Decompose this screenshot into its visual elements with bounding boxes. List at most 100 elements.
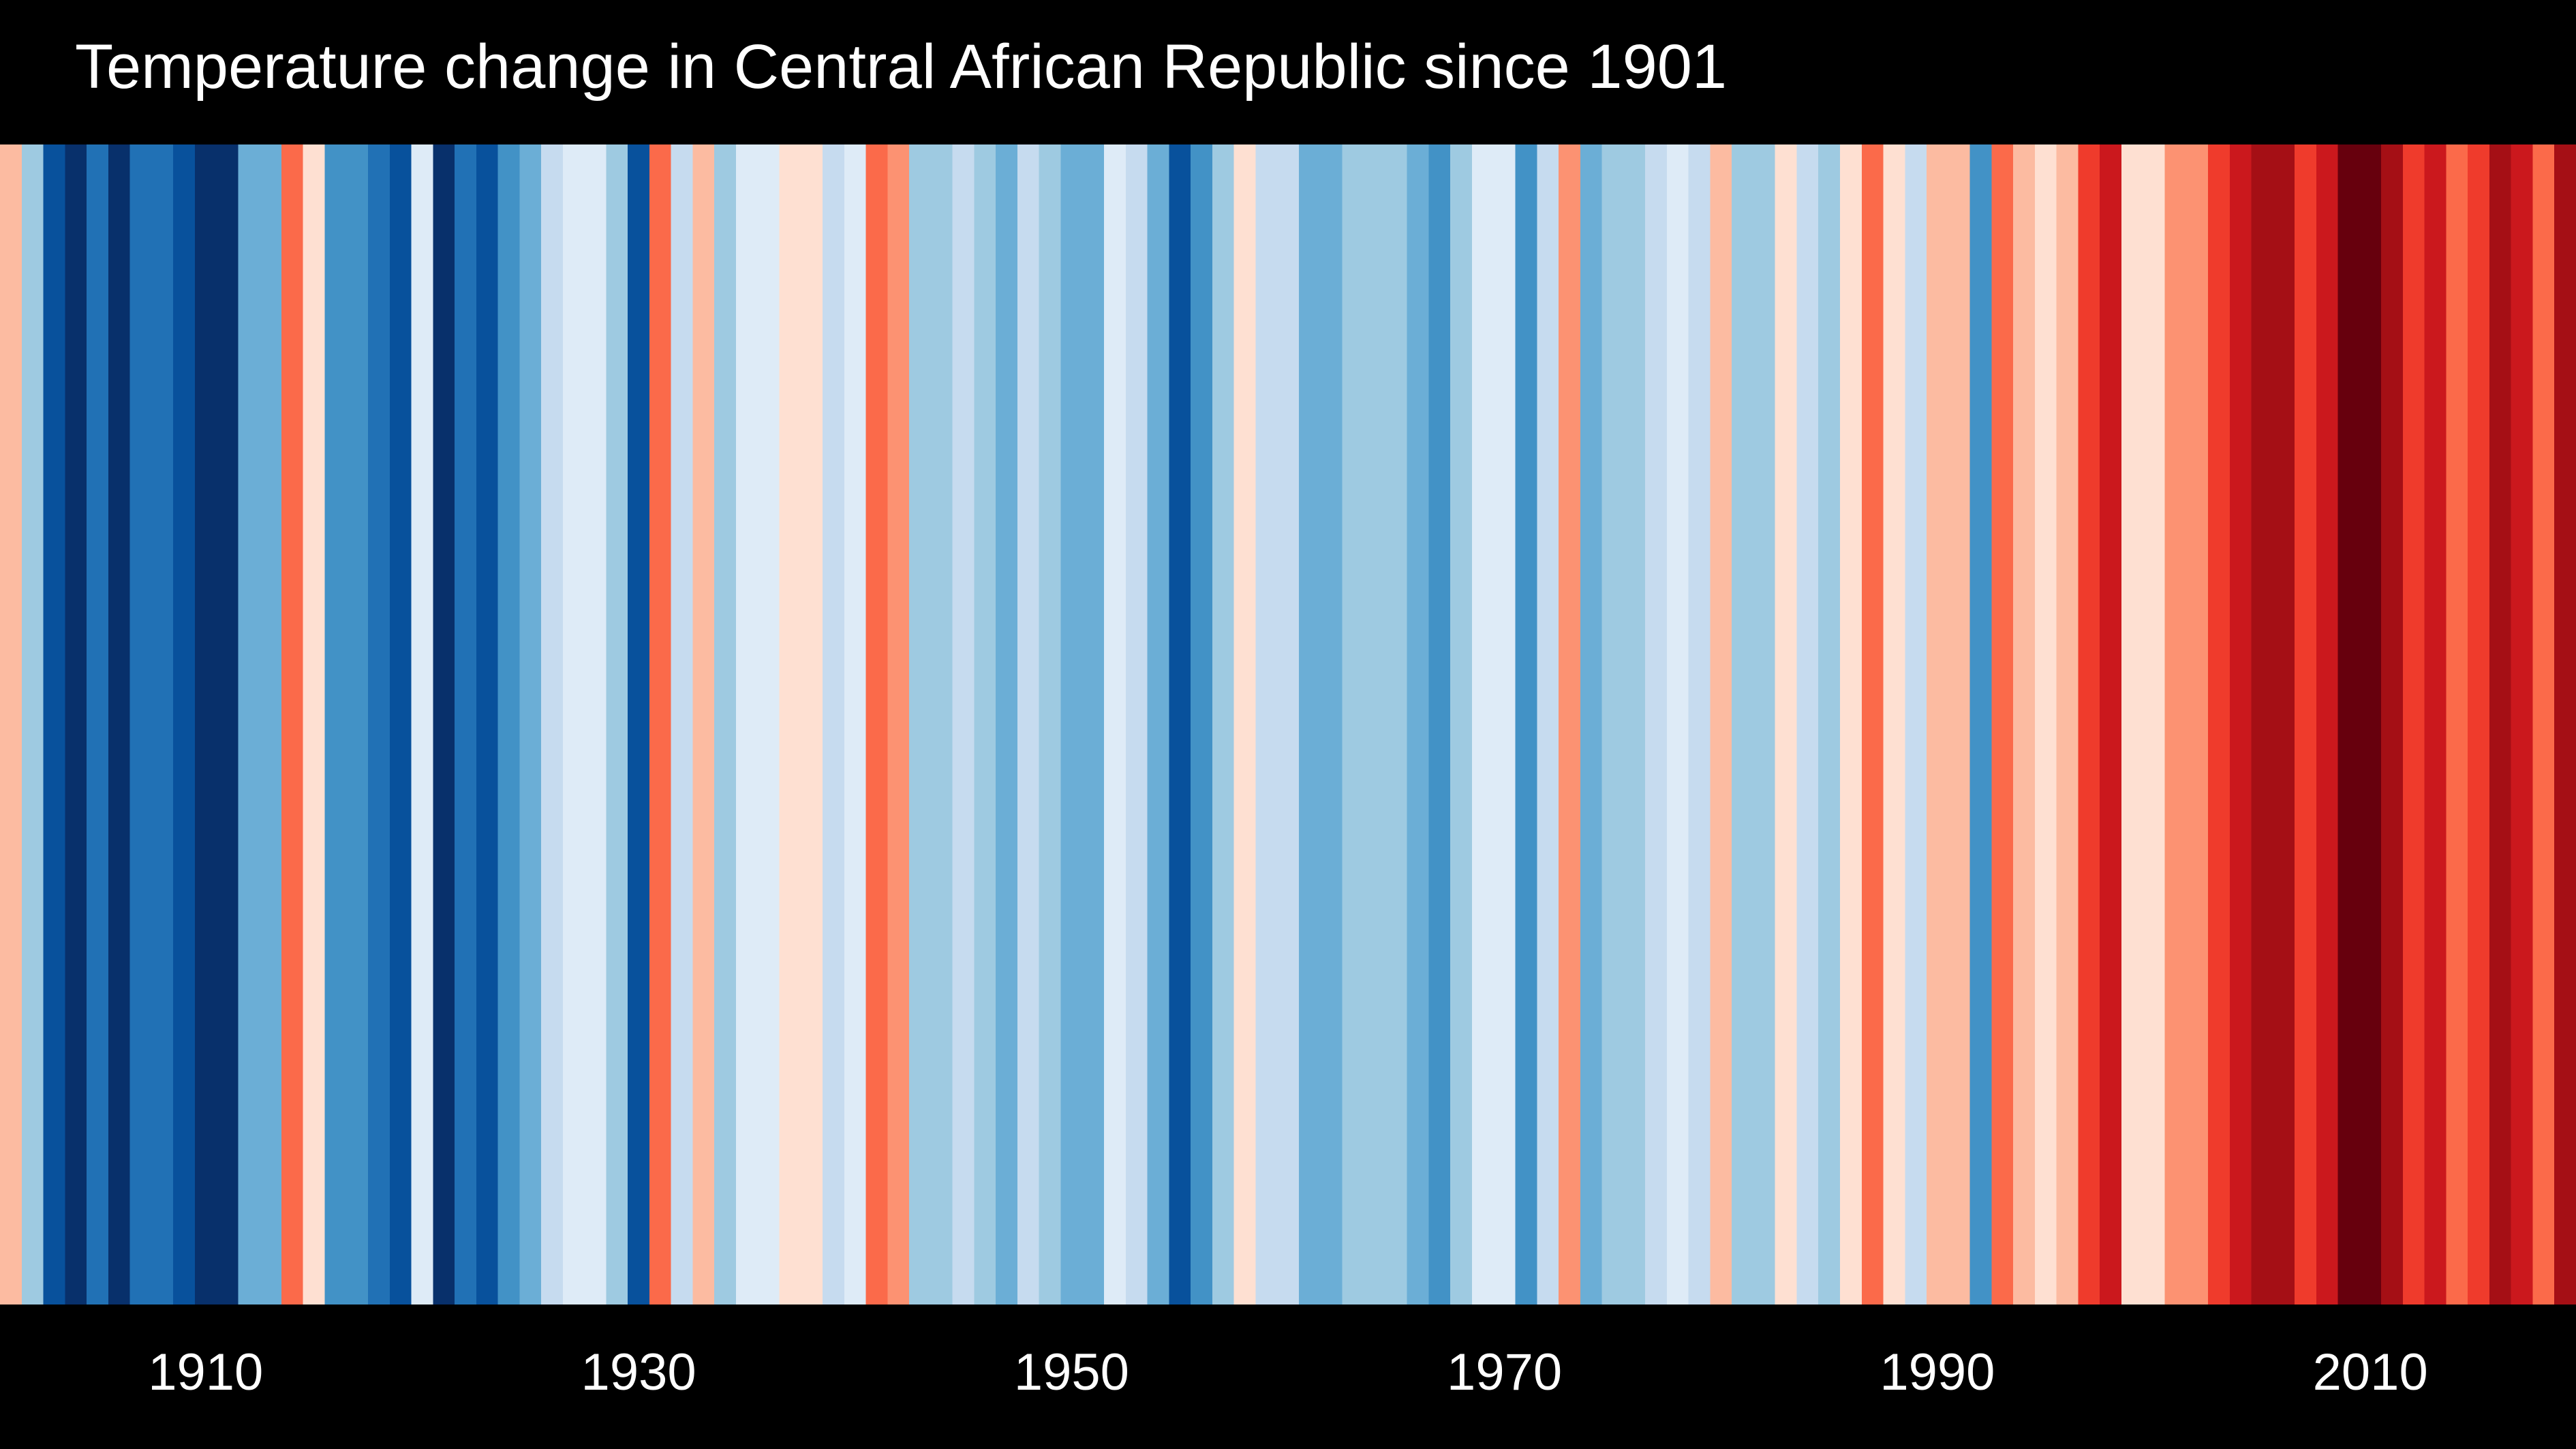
stripe-1985 [1818,144,1841,1305]
stripe-1908 [151,144,174,1305]
stripe-1904 [65,144,87,1305]
stripe-1966 [1407,144,1430,1305]
stripe-1945 [952,144,975,1305]
stripe-1974 [1580,144,1603,1305]
stripe-1978 [1666,144,1689,1305]
stripe-1919 [389,144,412,1305]
stripe-1981 [1732,144,1754,1305]
stripe-1956 [1191,144,1213,1305]
stripe-2003 [2208,144,2230,1305]
stripe-1977 [1645,144,1668,1305]
stripe-1935 [736,144,758,1305]
stripe-1960 [1277,144,1300,1305]
stripe-1952 [1104,144,1126,1305]
tick-label-1990: 1990 [1880,1343,1995,1401]
stripe-2018 [2532,144,2555,1305]
stripe-1917 [346,144,369,1305]
stripe-1913 [260,144,282,1305]
stripe-1961 [1298,144,1321,1305]
stripe-1950 [1060,144,1083,1305]
stripe-1996 [2056,144,2079,1305]
stripe-1957 [1212,144,1235,1305]
stripe-1995 [2034,144,2057,1305]
stripe-1936 [757,144,780,1305]
stripe-1903 [43,144,65,1305]
title-bar: Temperature change in Central African Re… [0,0,2576,144]
stripe-1902 [21,144,44,1305]
stripe-1986 [1840,144,1862,1305]
tick-label-1930: 1930 [581,1343,696,1401]
stripe-1929 [606,144,628,1305]
stripe-2009 [2337,144,2360,1305]
x-axis: 1910 1930 1950 1970 1990 2010 [0,1305,2576,1449]
stripe-1910 [194,144,217,1305]
stripe-1972 [1537,144,1559,1305]
stripe-1993 [1991,144,2014,1305]
stripe-1989 [1905,144,1927,1305]
stripe-1999 [2121,144,2144,1305]
stripe-1998 [2100,144,2122,1305]
stripe-1923 [476,144,499,1305]
tick-label-1950: 1950 [1013,1343,1129,1401]
stripe-1946 [974,144,996,1305]
stripe-1911 [216,144,239,1305]
stripe-1918 [368,144,390,1305]
stripe-1926 [541,144,564,1305]
stripe-1983 [1775,144,1798,1305]
stripe-2005 [2251,144,2273,1305]
stripe-2002 [2186,144,2209,1305]
stripe-1930 [628,144,650,1305]
stripe-1954 [1147,144,1169,1305]
stripe-1925 [519,144,542,1305]
stripe-1949 [1039,144,1062,1305]
stripe-1941 [865,144,888,1305]
stripe-1905 [87,144,109,1305]
stripe-1965 [1385,144,1408,1305]
stripe-1901 [0,144,22,1305]
stripe-1928 [584,144,607,1305]
stripe-1906 [108,144,131,1305]
stripe-1931 [649,144,672,1305]
stripe-1947 [996,144,1018,1305]
stripe-1992 [1969,144,1992,1305]
stripe-1920 [411,144,433,1305]
stripe-2001 [2164,144,2187,1305]
stripe-2011 [2381,144,2404,1305]
stripe-1922 [455,144,477,1305]
stripe-1916 [324,144,347,1305]
stripe-1924 [497,144,520,1305]
stripe-1975 [1601,144,1624,1305]
stripe-1980 [1710,144,1732,1305]
stripe-1963 [1342,144,1364,1305]
stripe-1955 [1169,144,1191,1305]
stripe-1969 [1472,144,1494,1305]
stripe-1914 [281,144,304,1305]
tick-label-2010: 2010 [2312,1343,2428,1401]
stripe-1959 [1255,144,1278,1305]
stripe-1909 [173,144,196,1305]
stripe-1934 [714,144,737,1305]
stripe-1907 [129,144,152,1305]
stripe-2008 [2316,144,2339,1305]
chart-title: Temperature change in Central African Re… [75,32,1728,102]
stripe-1982 [1753,144,1776,1305]
stripe-1944 [930,144,953,1305]
stripe-1984 [1796,144,1819,1305]
stripe-1979 [1688,144,1711,1305]
stripe-2004 [2229,144,2252,1305]
stripe-1988 [1883,144,1905,1305]
stripe-1921 [433,144,455,1305]
stripe-1971 [1515,144,1537,1305]
stripe-2006 [2273,144,2295,1305]
stripe-2013 [2424,144,2447,1305]
stripe-2014 [2446,144,2468,1305]
stripe-2015 [2468,144,2490,1305]
stripe-1951 [1082,144,1105,1305]
stripe-2016 [2489,144,2512,1305]
stripe-1953 [1125,144,1148,1305]
stripe-1958 [1233,144,1256,1305]
stripe-2019 [2554,144,2576,1305]
stripe-1964 [1364,144,1386,1305]
stripe-1933 [692,144,715,1305]
stripe-1932 [671,144,694,1305]
